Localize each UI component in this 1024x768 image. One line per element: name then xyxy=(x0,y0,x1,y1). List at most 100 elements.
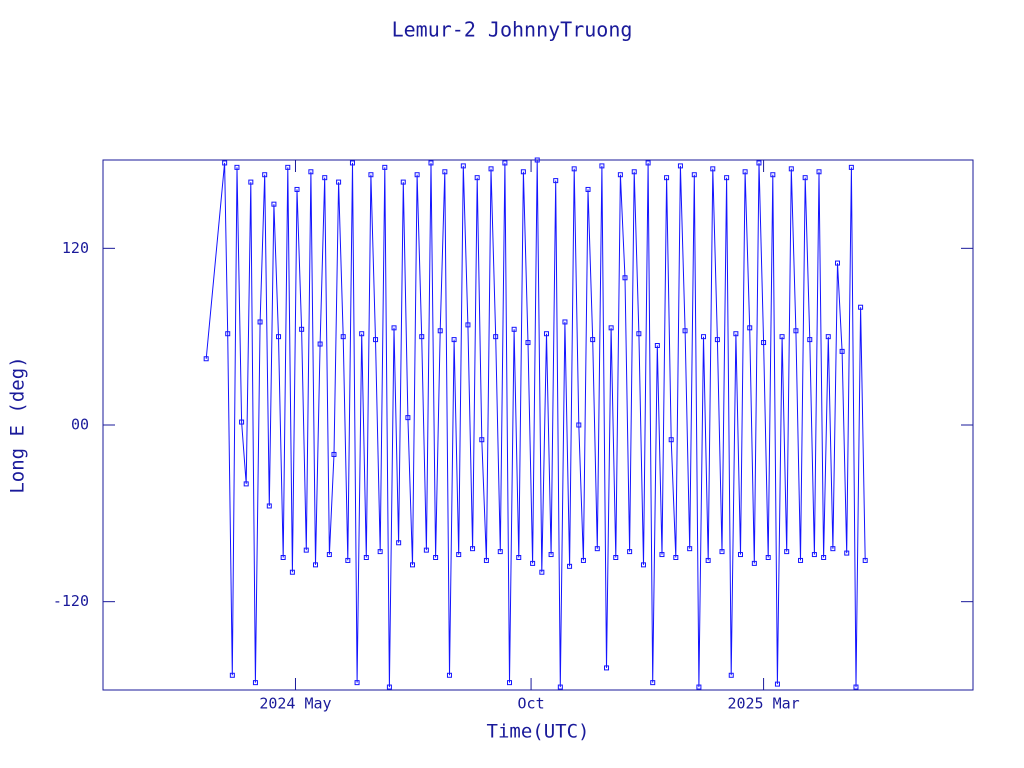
data-point xyxy=(262,172,268,178)
data-point xyxy=(668,437,674,443)
data-point xyxy=(465,322,471,328)
data-point xyxy=(446,672,452,678)
y-tick-label: 00 xyxy=(71,416,89,434)
data-point xyxy=(488,166,494,172)
data-point xyxy=(373,337,379,343)
data-point xyxy=(368,172,374,178)
data-point xyxy=(798,557,804,563)
x-axis-label: Time(UTC) xyxy=(487,721,590,743)
data-point xyxy=(428,160,434,166)
data-point xyxy=(622,275,628,281)
data-point xyxy=(308,169,314,175)
data-point xyxy=(848,164,854,170)
data-point xyxy=(252,680,258,686)
data-point xyxy=(779,334,785,340)
data-point xyxy=(391,325,397,331)
data-point xyxy=(285,164,291,170)
data-point xyxy=(705,557,711,563)
data-point xyxy=(613,555,619,560)
y-tick-label: 120 xyxy=(62,239,89,257)
data-point xyxy=(248,179,254,185)
data-point xyxy=(410,562,416,568)
data-point xyxy=(793,328,799,334)
data-point xyxy=(507,680,513,686)
data-point xyxy=(405,415,411,421)
data-point xyxy=(312,562,318,568)
data-point xyxy=(479,437,485,443)
data-point xyxy=(774,681,780,687)
data-point xyxy=(525,340,531,346)
data-point xyxy=(386,684,392,690)
data-point xyxy=(553,178,559,184)
data-point xyxy=(493,334,499,340)
data-point xyxy=(830,546,836,552)
data-point xyxy=(650,680,656,686)
data-point xyxy=(604,665,610,671)
data-point xyxy=(520,169,526,175)
data-point xyxy=(419,334,425,340)
data-point xyxy=(437,328,443,334)
data-point xyxy=(433,555,439,560)
data-point xyxy=(326,552,332,558)
data-point xyxy=(497,549,503,555)
data-point xyxy=(821,555,827,560)
data-point xyxy=(414,172,420,178)
chart-title: Lemur-2 JohnnyTruong xyxy=(392,18,633,42)
data-point xyxy=(719,549,725,555)
data-point xyxy=(714,337,720,343)
data-point xyxy=(756,160,762,166)
data-point xyxy=(474,175,480,181)
data-point xyxy=(751,560,757,566)
data-point xyxy=(728,672,734,678)
data-point xyxy=(483,557,489,563)
data-point xyxy=(696,684,702,690)
data-point xyxy=(349,160,355,166)
data-point xyxy=(858,304,864,310)
data-point xyxy=(377,549,383,555)
data-point xyxy=(382,164,388,170)
data-point xyxy=(825,334,831,340)
data-point xyxy=(701,334,707,340)
data-point xyxy=(557,684,563,690)
data-point xyxy=(396,540,402,546)
data-point xyxy=(322,175,328,181)
data-point xyxy=(834,260,840,266)
data-point xyxy=(765,555,771,560)
data-point xyxy=(317,341,323,347)
data-point xyxy=(289,569,295,575)
data-point xyxy=(784,549,790,555)
data-point xyxy=(691,172,697,178)
data-point xyxy=(862,557,868,563)
data-point xyxy=(294,186,300,192)
data-point xyxy=(664,175,670,181)
x-tick-label: 2025 Mar xyxy=(727,695,799,713)
data-point xyxy=(280,555,286,560)
data-point xyxy=(659,552,665,558)
data-point xyxy=(599,163,605,169)
data-point xyxy=(645,160,651,166)
data-point xyxy=(761,340,767,346)
data-point xyxy=(636,331,642,337)
data-point xyxy=(354,680,360,686)
data-point xyxy=(747,325,753,331)
data-point xyxy=(816,169,822,175)
data-point xyxy=(331,451,337,457)
data-point xyxy=(530,560,536,566)
data-point xyxy=(724,175,730,181)
y-tick-label: -120 xyxy=(53,592,89,610)
data-point xyxy=(807,337,813,343)
data-point xyxy=(673,555,679,560)
data-point xyxy=(608,325,614,331)
data-point xyxy=(687,546,693,552)
data-point xyxy=(839,348,845,354)
data-point xyxy=(336,179,342,185)
data-point xyxy=(222,160,228,166)
data-point xyxy=(853,684,859,690)
data-point xyxy=(225,331,231,337)
data-point xyxy=(511,326,517,332)
data-point xyxy=(470,546,476,552)
data-point xyxy=(271,201,277,207)
data-point xyxy=(654,343,660,348)
data-point xyxy=(562,319,568,325)
